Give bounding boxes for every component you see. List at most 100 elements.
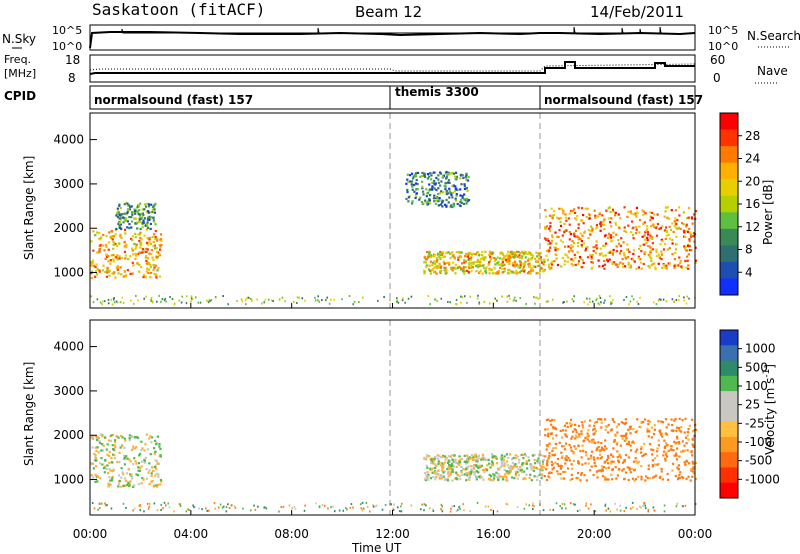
data-cell [131, 220, 134, 223]
colorbar-tick-label: 16 [745, 197, 760, 211]
data-cell [610, 217, 613, 220]
data-cell [632, 226, 635, 229]
nave-tick-high: 60 [710, 53, 725, 67]
x-tick-label: 00:00 [73, 527, 108, 541]
data-cell [96, 480, 99, 483]
data-cell [620, 249, 623, 253]
data-cell [543, 260, 546, 263]
data-cell [624, 435, 627, 438]
data-cell [470, 270, 473, 273]
data-cell [567, 457, 570, 460]
data-cell [490, 453, 494, 456]
data-cell [125, 455, 128, 458]
freq-unit-label: [MHz] [4, 67, 36, 80]
colorbar-tick-label: -25 [745, 416, 765, 430]
data-cell [134, 252, 137, 256]
data-cell [514, 463, 517, 466]
data-cell [399, 505, 402, 508]
data-cell [544, 428, 547, 431]
data-cell [526, 259, 530, 262]
data-cell [448, 187, 451, 190]
data-cell [570, 248, 573, 252]
data-cell [453, 184, 456, 188]
data-cell [156, 300, 158, 303]
data-cell [429, 172, 432, 175]
data-cell [483, 471, 486, 474]
data-cell [647, 264, 650, 268]
data-cell [667, 449, 670, 452]
data-cell [459, 507, 461, 510]
data-cell [676, 466, 679, 469]
data-cell [221, 506, 224, 509]
data-cell [250, 300, 253, 303]
data-cell [504, 259, 508, 262]
data-cell [611, 478, 614, 481]
data-cell [451, 462, 454, 465]
data-cell [583, 420, 587, 423]
data-cell [650, 426, 654, 429]
data-cell [580, 245, 584, 248]
data-cell [113, 271, 116, 274]
data-cell [93, 452, 96, 455]
data-cell [153, 220, 156, 223]
data-cell [431, 263, 434, 267]
data-cell [662, 298, 665, 301]
x-tick-label: 12:00 [375, 527, 410, 541]
data-cell [96, 438, 99, 442]
data-cell [192, 504, 194, 507]
data-cell [522, 477, 525, 481]
data-cell [524, 454, 527, 457]
data-cell [514, 474, 518, 477]
data-cell [434, 195, 438, 198]
data-cell [414, 195, 418, 199]
data-cell [425, 195, 428, 198]
data-cell [194, 506, 196, 509]
data-cell [521, 463, 524, 466]
data-cell [648, 420, 652, 424]
data-cell [250, 297, 252, 300]
data-cell [475, 464, 478, 467]
data-cell [113, 297, 115, 300]
data-cell [341, 298, 343, 301]
data-cell [526, 467, 529, 470]
data-cell [446, 173, 449, 177]
data-cell [149, 265, 152, 269]
data-cell [131, 213, 134, 216]
data-cell [550, 239, 554, 242]
data-cell [94, 454, 97, 457]
data-cell [435, 475, 438, 479]
data-cell [105, 467, 108, 471]
data-cell [560, 477, 563, 480]
data-cell [149, 222, 152, 226]
data-cell [466, 179, 469, 182]
data-cell [452, 202, 455, 206]
data-cell [653, 424, 656, 427]
data-cell [154, 273, 157, 276]
data-cell [553, 210, 556, 213]
data-cell [284, 300, 286, 303]
data-cell [667, 262, 670, 265]
data-cell [156, 509, 159, 512]
data-cell [501, 267, 504, 270]
data-cell [686, 249, 689, 252]
data-cell [439, 171, 442, 174]
data-cell [572, 259, 575, 262]
data-cell [587, 429, 590, 432]
data-cell [451, 479, 454, 482]
data-cell [514, 454, 517, 457]
data-cell [585, 504, 587, 507]
data-cell [107, 439, 111, 442]
data-cell [454, 185, 457, 188]
data-cell [655, 248, 658, 251]
data-cell [153, 233, 156, 236]
data-cell [687, 428, 690, 431]
data-cell [125, 245, 128, 249]
data-cell [477, 254, 481, 257]
data-cell [559, 505, 562, 508]
data-cell [664, 237, 667, 240]
data-cell [484, 457, 487, 460]
data-cell [546, 435, 550, 438]
data-cell [444, 270, 447, 273]
data-cell [574, 437, 577, 440]
